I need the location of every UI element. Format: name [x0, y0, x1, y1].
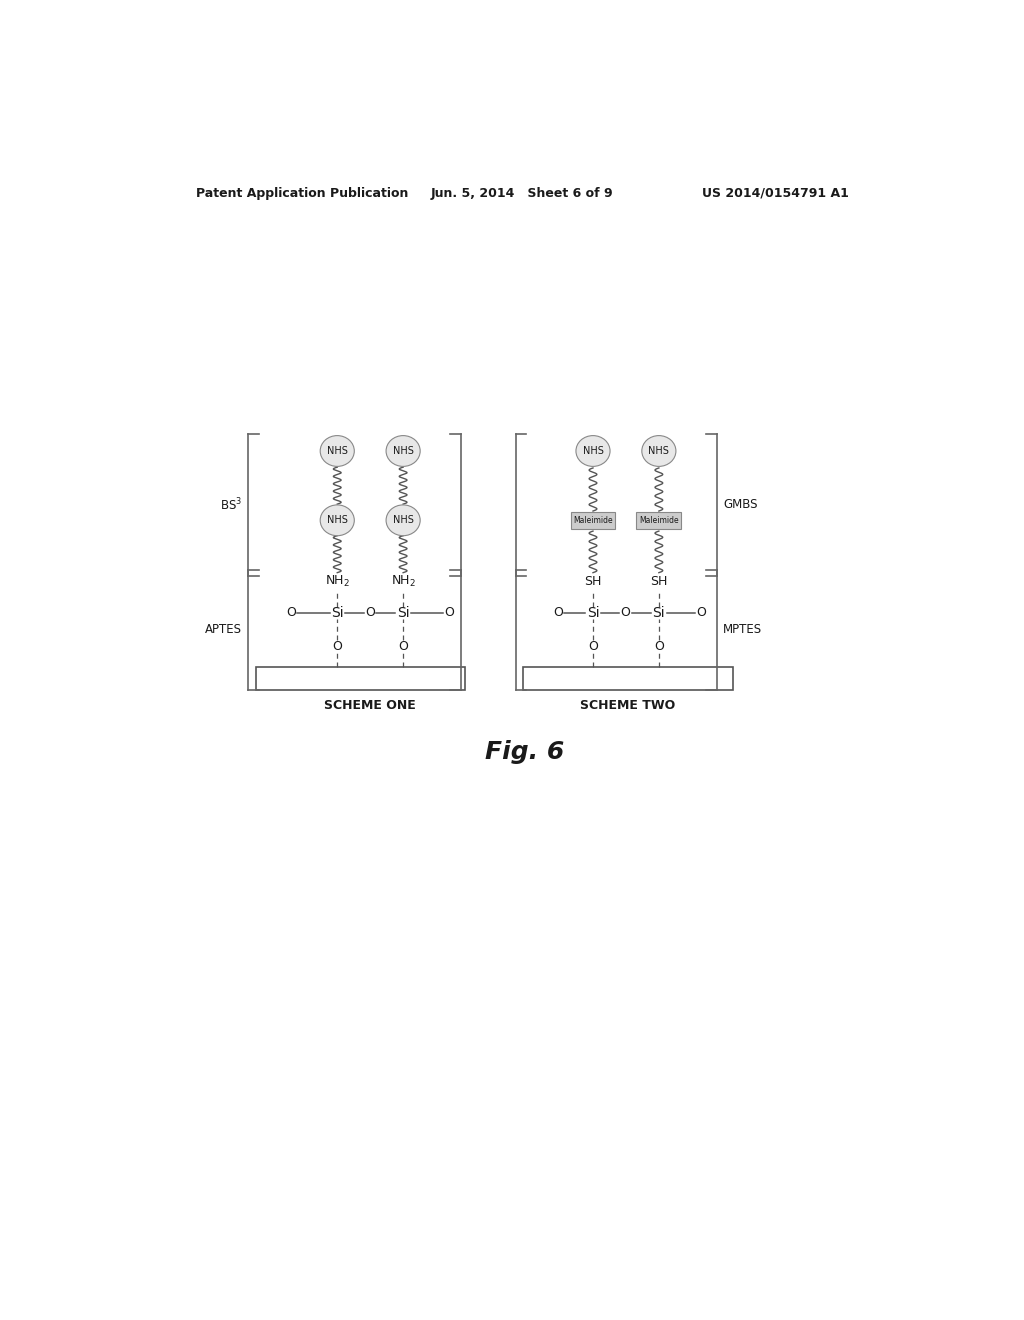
Text: NHS: NHS [648, 446, 670, 455]
Text: O: O [621, 606, 631, 619]
Text: O: O [365, 606, 375, 619]
Ellipse shape [642, 436, 676, 466]
FancyBboxPatch shape [570, 512, 615, 529]
Text: O: O [696, 606, 707, 619]
Ellipse shape [575, 436, 610, 466]
Text: O: O [444, 606, 455, 619]
Text: SCHEME TWO: SCHEME TWO [581, 700, 676, 711]
Text: NHS: NHS [392, 515, 414, 525]
Text: Fig. 6: Fig. 6 [485, 739, 564, 764]
Text: GMBS: GMBS [723, 499, 758, 511]
Text: Si: Si [397, 606, 410, 619]
FancyBboxPatch shape [636, 512, 681, 529]
Text: Si: Si [331, 606, 344, 619]
Text: SH: SH [650, 576, 668, 589]
Text: O: O [588, 640, 598, 653]
Text: NHS: NHS [583, 446, 603, 455]
Text: Maleimide: Maleimide [639, 516, 679, 525]
Text: Patent Application Publication: Patent Application Publication [197, 187, 409, 199]
Text: Maleimide: Maleimide [573, 516, 612, 525]
Text: O: O [286, 606, 296, 619]
Text: SCHEME ONE: SCHEME ONE [324, 700, 416, 711]
Text: APTES: APTES [205, 623, 242, 636]
Text: BS$^3$: BS$^3$ [220, 496, 242, 513]
Text: O: O [333, 640, 342, 653]
Text: NHS: NHS [392, 446, 414, 455]
Text: NHS: NHS [327, 446, 348, 455]
Text: NH$_2$: NH$_2$ [325, 574, 350, 590]
Ellipse shape [386, 436, 420, 466]
Text: NHS: NHS [327, 515, 348, 525]
Text: Si: Si [587, 606, 599, 619]
Ellipse shape [321, 436, 354, 466]
Text: Jun. 5, 2014   Sheet 6 of 9: Jun. 5, 2014 Sheet 6 of 9 [430, 187, 613, 199]
Text: SH: SH [585, 576, 602, 589]
Ellipse shape [321, 506, 354, 536]
Text: O: O [398, 640, 408, 653]
Text: MPTES: MPTES [723, 623, 762, 636]
Ellipse shape [386, 506, 420, 536]
Text: Si: Si [652, 606, 666, 619]
Text: NH$_2$: NH$_2$ [390, 574, 416, 590]
Text: O: O [553, 606, 563, 619]
Text: US 2014/0154791 A1: US 2014/0154791 A1 [701, 187, 848, 199]
Text: O: O [654, 640, 664, 653]
